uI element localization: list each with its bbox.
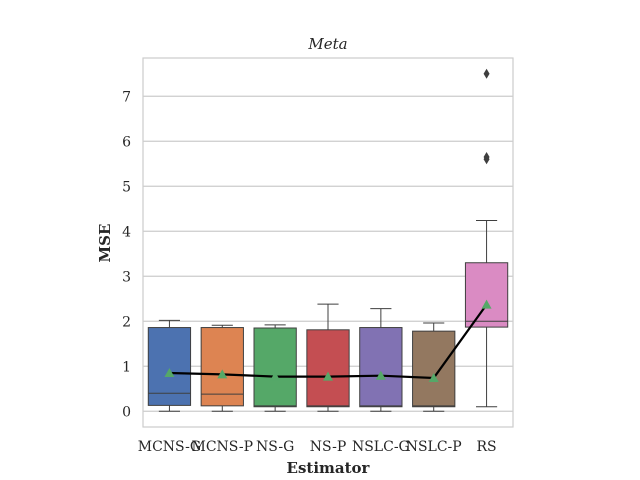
mean-marker — [375, 370, 386, 380]
x-tick-label: NS-P — [310, 439, 347, 455]
x-tick-label: NS-G — [256, 439, 294, 455]
x-tick-label: MCNS-P — [192, 439, 254, 455]
box-NSLC-P — [412, 322, 456, 412]
y-tick-label: 2 — [122, 314, 131, 330]
box-body — [359, 327, 403, 408]
box-body — [306, 329, 350, 408]
mean-marker — [323, 371, 333, 381]
y-tick-labels: 0 1 2 3 4 5 6 7 — [122, 89, 131, 420]
x-tick-label: NSLC-P — [406, 439, 462, 455]
y-tick-label: 3 — [122, 269, 131, 285]
mean-marker — [164, 368, 175, 377]
box-RS — [464, 68, 509, 408]
y-tick-label: 0 — [122, 404, 131, 420]
box-body — [253, 327, 297, 408]
box-NS-G — [253, 324, 297, 412]
box-MCNS-G — [147, 319, 192, 412]
box-body — [464, 262, 509, 328]
box-layer — [147, 68, 509, 412]
y-tick-label: 6 — [122, 134, 131, 150]
y-tick-label: 7 — [122, 89, 131, 105]
chart-title: Meta — [307, 35, 347, 53]
x-tick-label: RS — [477, 439, 497, 455]
box-body — [200, 327, 244, 407]
mean-marker — [270, 371, 281, 381]
y-tick-label: 1 — [122, 359, 131, 375]
mean-marker — [481, 299, 492, 309]
mean-layer — [164, 299, 492, 382]
outlier-point — [483, 68, 490, 79]
y-axis-title: MSE — [96, 224, 114, 263]
box-body — [147, 327, 192, 406]
y-tick-label: 4 — [122, 224, 131, 240]
box-MCNS-P — [200, 324, 244, 412]
x-tick-label: NSLC-G — [352, 439, 410, 455]
outlier-point — [483, 152, 490, 162]
x-axis-title: Estimator — [287, 459, 371, 477]
box-NS-P — [306, 303, 350, 412]
box-body — [412, 330, 456, 408]
mean-marker — [428, 372, 439, 382]
x-tick-label: MCNS-G — [138, 439, 201, 455]
mean-marker — [217, 369, 228, 379]
box-NSLC-G — [359, 308, 403, 412]
y-tick-label: 5 — [122, 179, 131, 195]
